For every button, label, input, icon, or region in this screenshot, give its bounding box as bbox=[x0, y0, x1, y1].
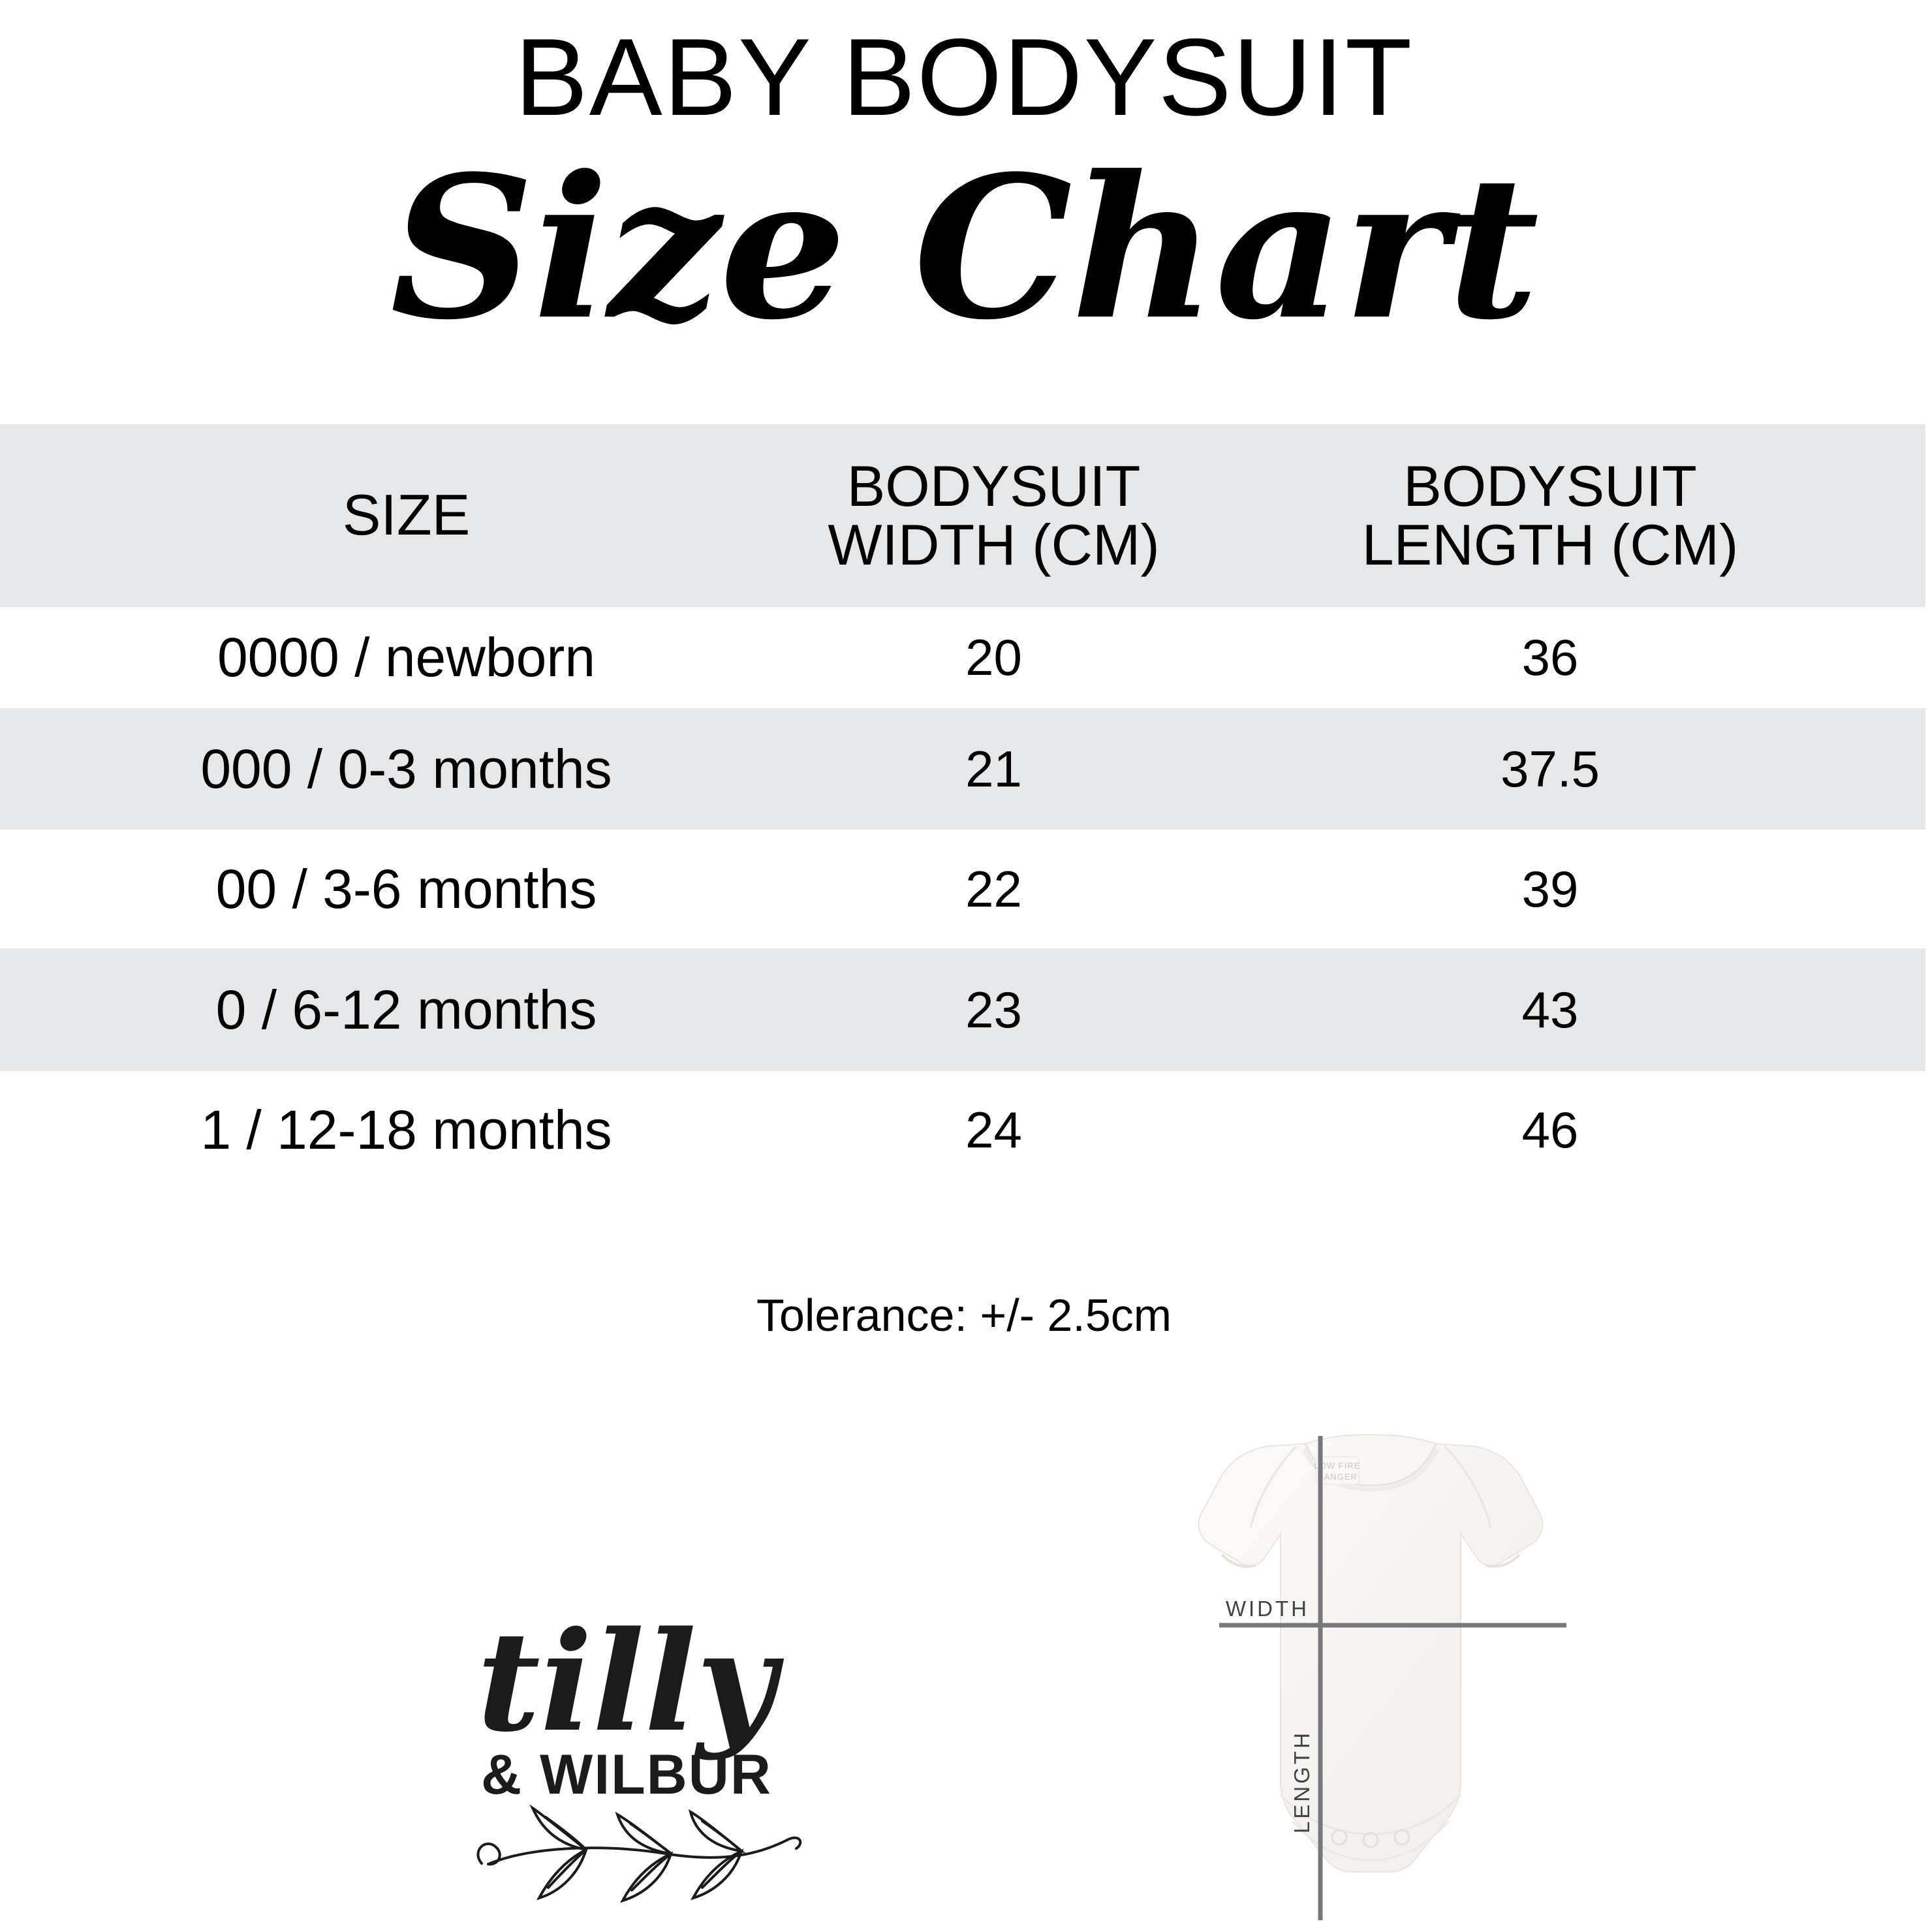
column-header-length: BODYSUIT LENGTH (CM) bbox=[1175, 457, 1925, 574]
cell-size: 000 / 0-3 months bbox=[200, 738, 612, 800]
logo-wordmark: tilly bbox=[477, 1601, 785, 1762]
column-header-size-line1: SIZE bbox=[342, 482, 471, 548]
bodysuit-diagram: LOW FIRE DANGER WIDTH LENGTH bbox=[1110, 1429, 1632, 1928]
size-table: SIZE BODYSUIT WIDTH (CM) BODYSUIT LENGTH… bbox=[0, 424, 1925, 1189]
cell-width: 24 bbox=[965, 1100, 1022, 1159]
cell-size: 0000 / newborn bbox=[217, 627, 596, 688]
table-row: 000 / 0-3 months 21 37.5 bbox=[0, 708, 1925, 830]
column-header-width-line2: WIDTH (CM) bbox=[828, 512, 1160, 577]
cell-size: 00 / 3-6 months bbox=[215, 858, 597, 920]
cell-length: 39 bbox=[1521, 860, 1579, 918]
cell-size: 0 / 6-12 months bbox=[215, 978, 597, 1040]
neck-tag: LOW FIRE DANGER bbox=[1314, 1456, 1361, 1485]
cell-width: 21 bbox=[965, 740, 1022, 798]
column-header-width: BODYSUIT WIDTH (CM) bbox=[813, 457, 1175, 574]
cell-length: 46 bbox=[1521, 1100, 1579, 1159]
column-header-size: SIZE bbox=[0, 486, 813, 546]
column-header-width-line1: BODYSUIT bbox=[847, 454, 1141, 519]
table-row: 1 / 12-18 months 24 46 bbox=[0, 1071, 1925, 1189]
garment-shape bbox=[1198, 1433, 1544, 1873]
neck-tag-line1: LOW FIRE bbox=[1314, 1461, 1361, 1471]
neck-tag-line2: DANGER bbox=[1317, 1472, 1358, 1482]
cell-width: 23 bbox=[965, 980, 1022, 1038]
table-header-row: SIZE BODYSUIT WIDTH (CM) BODYSUIT LENGTH… bbox=[0, 424, 1925, 607]
tolerance-note: Tolerance: +/- 2.5cm bbox=[756, 1290, 1172, 1341]
leaf-branch-icon bbox=[476, 1804, 802, 1903]
cell-length: 36 bbox=[1521, 629, 1579, 686]
cell-length: 37.5 bbox=[1500, 740, 1600, 798]
cell-width: 22 bbox=[965, 860, 1022, 918]
table-row: 00 / 3-6 months 22 39 bbox=[0, 830, 1925, 948]
cell-width: 20 bbox=[965, 629, 1022, 686]
width-label: WIDTH bbox=[1226, 1597, 1309, 1621]
cell-size: 1 / 12-18 months bbox=[200, 1098, 612, 1161]
page-subtitle: Size Chart bbox=[390, 132, 1540, 363]
column-header-length-line2: LENGTH (CM) bbox=[1361, 512, 1739, 577]
table-row: 0000 / newborn 20 36 bbox=[0, 607, 1925, 708]
logo-subtext: & WILBUR bbox=[481, 1743, 772, 1806]
table-row: 0 / 6-12 months 23 43 bbox=[0, 948, 1925, 1071]
page-title: BABY BODYSUIT bbox=[514, 16, 1414, 138]
brand-logo: tilly & WILBUR bbox=[431, 1566, 835, 1932]
length-label: LENGTH bbox=[1290, 1730, 1314, 1833]
cell-length: 43 bbox=[1521, 980, 1579, 1038]
column-header-length-line1: BODYSUIT bbox=[1403, 454, 1697, 519]
